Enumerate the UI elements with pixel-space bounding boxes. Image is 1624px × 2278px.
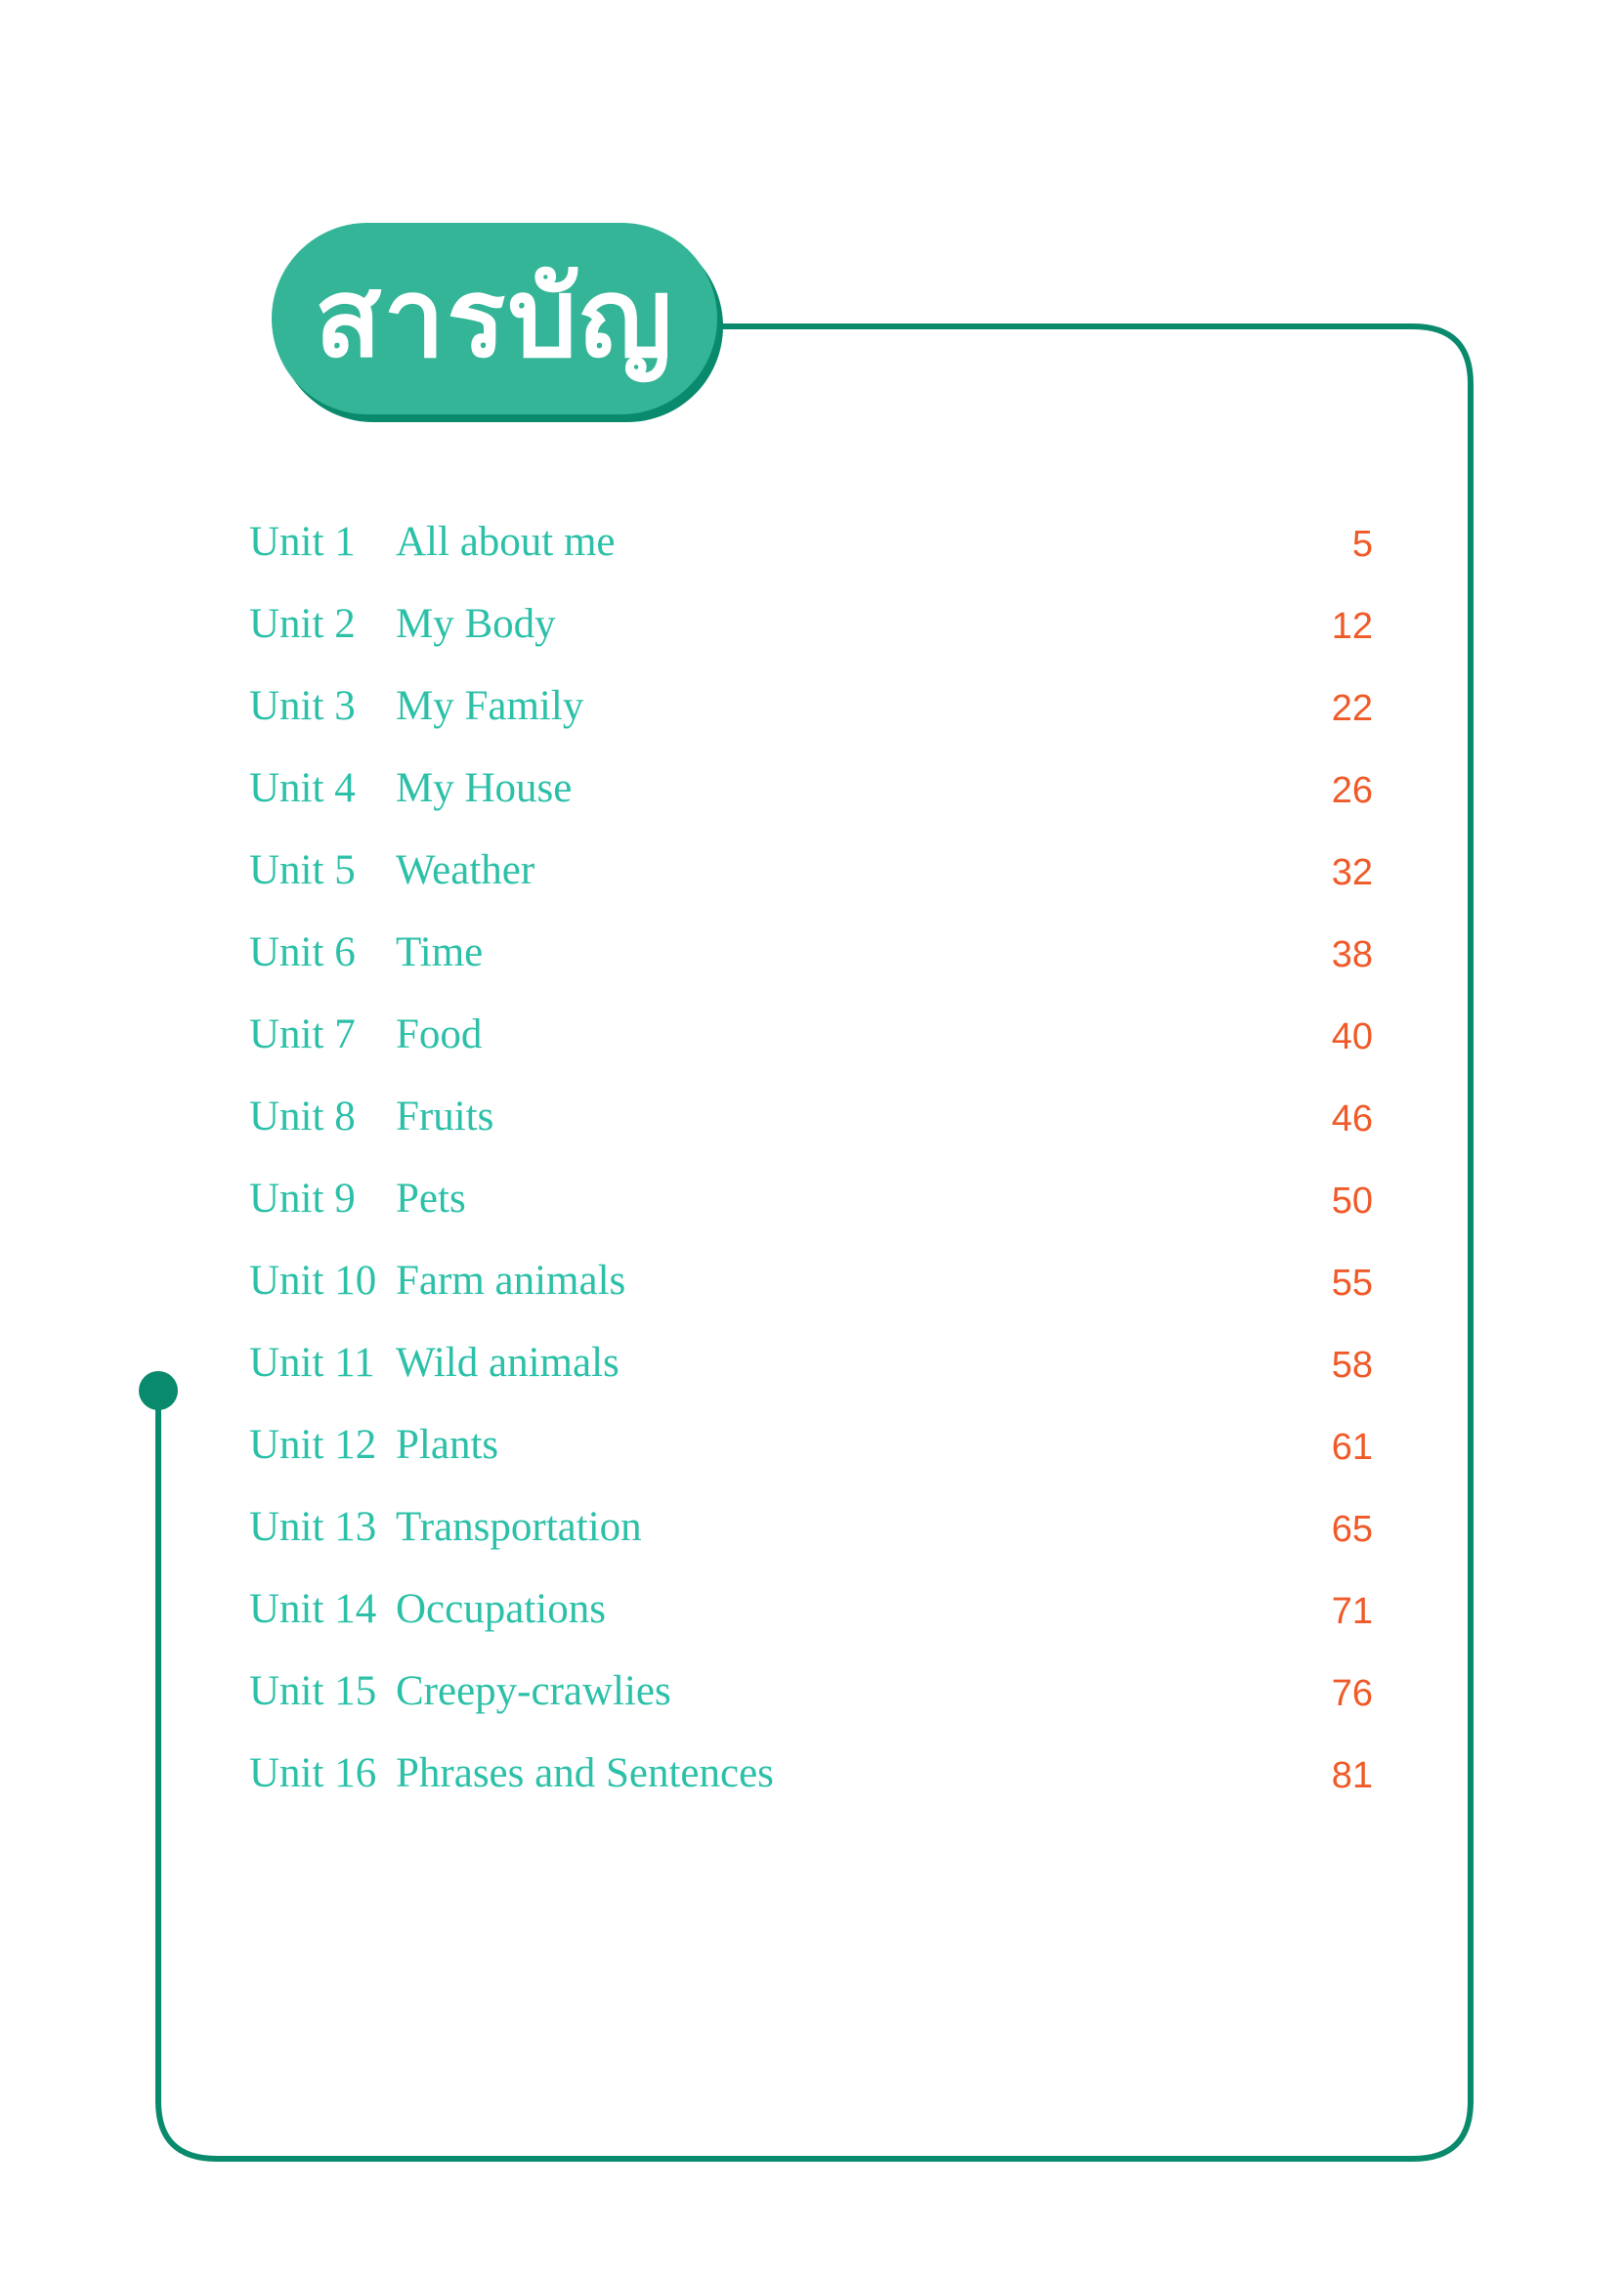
unit-title: Wild animals: [396, 1340, 620, 1386]
unit-title: Phrases and Sentences: [396, 1750, 774, 1796]
toc-row[interactable]: Unit 1 All about me 5: [249, 518, 1373, 600]
unit-title: My Family: [396, 683, 584, 729]
unit-title: Food: [396, 1011, 483, 1057]
unit-title: Plants: [396, 1422, 499, 1468]
page-number: 22: [1331, 688, 1373, 729]
unit-label: Unit 7: [249, 1011, 356, 1057]
toc-row[interactable]: Unit 9 Pets 50: [249, 1175, 1373, 1257]
unit-label: Unit 14: [249, 1586, 377, 1632]
page-number: 81: [1331, 1755, 1373, 1796]
page-number: 71: [1331, 1591, 1373, 1632]
frame-line: [155, 323, 1474, 2162]
toc-row[interactable]: Unit 6 Time 38: [249, 928, 1373, 1010]
unit-label: Unit 1: [249, 519, 356, 565]
title-badge: สารบัญ: [272, 223, 717, 414]
toc-row[interactable]: Unit 12 Plants 61: [249, 1421, 1373, 1503]
toc-row[interactable]: Unit 14 Occupations 71: [249, 1585, 1373, 1667]
unit-label: Unit 2: [249, 601, 356, 647]
page-number: 61: [1331, 1427, 1373, 1468]
unit-title: Weather: [396, 847, 535, 893]
page-number: 65: [1331, 1509, 1373, 1550]
unit-label: Unit 5: [249, 847, 356, 893]
unit-label: Unit 15: [249, 1668, 377, 1714]
frame-dot: [139, 1371, 178, 1410]
unit-label: Unit 10: [249, 1258, 377, 1304]
unit-label: Unit 16: [249, 1750, 377, 1796]
page-number: 58: [1331, 1345, 1373, 1386]
page-number: 32: [1331, 852, 1373, 893]
page-number: 38: [1331, 934, 1373, 975]
unit-label: Unit 3: [249, 683, 356, 729]
unit-label: Unit 6: [249, 929, 356, 975]
page-title: สารบัญ: [315, 255, 674, 382]
toc-row[interactable]: Unit 4 My House 26: [249, 764, 1373, 846]
page-number: 50: [1331, 1181, 1373, 1222]
unit-title: Farm animals: [396, 1258, 626, 1304]
toc-row[interactable]: Unit 5 Weather 32: [249, 846, 1373, 928]
unit-title: Fruits: [396, 1094, 494, 1139]
unit-label: Unit 13: [249, 1504, 377, 1550]
page-number: 46: [1331, 1098, 1373, 1139]
unit-title: Time: [396, 929, 484, 975]
unit-title: Transportation: [396, 1504, 642, 1550]
toc-row[interactable]: Unit 2 My Body 12: [249, 600, 1373, 682]
page-number: 76: [1331, 1673, 1373, 1714]
page-number: 26: [1331, 770, 1373, 811]
unit-label: Unit 8: [249, 1094, 356, 1139]
unit-label: Unit 11: [249, 1340, 375, 1386]
toc-row[interactable]: Unit 16 Phrases and Sentences 81: [249, 1749, 1373, 1831]
toc-row[interactable]: Unit 10 Farm animals 55: [249, 1257, 1373, 1339]
unit-title: My Body: [396, 601, 556, 647]
unit-label: Unit 9: [249, 1176, 356, 1222]
toc-row[interactable]: Unit 7 Food 40: [249, 1010, 1373, 1093]
toc-row[interactable]: Unit 13 Transportation 65: [249, 1503, 1373, 1585]
table-of-contents: Unit 1 All about me 5 Unit 2 My Body 12 Unit 3…: [249, 518, 1373, 1831]
page-number: 40: [1331, 1016, 1373, 1057]
unit-title: Occupations: [396, 1586, 606, 1632]
unit-label: Unit 4: [249, 765, 356, 811]
page-number: 12: [1331, 606, 1373, 647]
toc-row[interactable]: Unit 11 Wild animals 58: [249, 1339, 1373, 1421]
toc-row[interactable]: Unit 3 My Family 22: [249, 682, 1373, 764]
toc-row[interactable]: Unit 8 Fruits 46: [249, 1093, 1373, 1175]
page-number: 55: [1331, 1263, 1373, 1304]
unit-title: My House: [396, 765, 573, 811]
unit-title: All about me: [396, 519, 616, 565]
page-number: 5: [1351, 524, 1373, 565]
toc-row[interactable]: Unit 15 Creepy-crawlies 76: [249, 1667, 1373, 1749]
unit-title: Pets: [396, 1176, 466, 1222]
unit-label: Unit 12: [249, 1422, 377, 1468]
unit-title: Creepy-crawlies: [396, 1668, 671, 1714]
